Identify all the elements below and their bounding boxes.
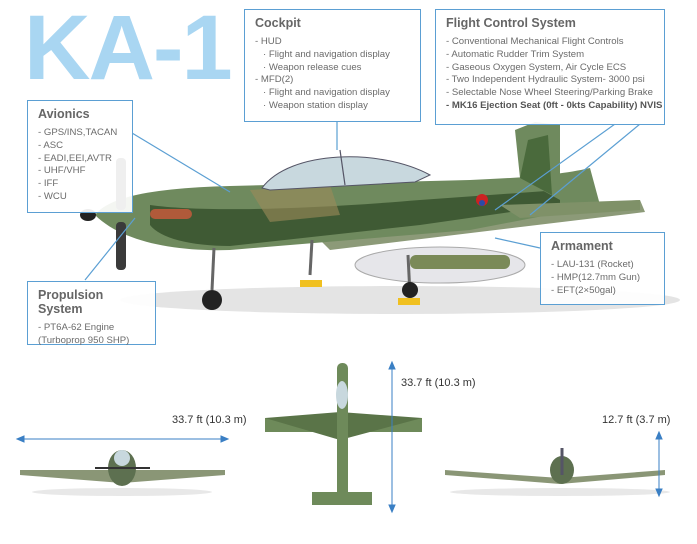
armament-heading: Armament	[551, 239, 613, 253]
list-item: · Weapon release cues	[263, 61, 362, 73]
armament-callout: Armament - LAU-131 (Rocket) - HMP(12.7mm…	[540, 232, 665, 305]
list-item: - ASC	[38, 139, 64, 151]
propulsion-heading: Propulsion System	[38, 288, 104, 316]
length-label: 33.7 ft (10.3 m)	[401, 377, 476, 389]
aircraft-title: KA-1	[24, 0, 233, 99]
list-item: · Weapon station display	[263, 99, 368, 111]
list-item: - PT6A-62 Engine	[38, 322, 115, 333]
list-item: (Turboprop 950 SHP)	[38, 334, 130, 346]
list-item: · Flight and navigation display	[263, 48, 390, 60]
cockpit-callout: Cockpit - HUD · Flight and navigation di…	[244, 9, 421, 122]
cockpit-heading: Cockpit	[255, 16, 301, 30]
wingspan-label: 33.7 ft (10.3 m)	[172, 414, 247, 426]
list-item: - HMP(12.7mm Gun)	[551, 271, 641, 283]
list-item: - Selectable Nose Wheel Steering/Parking…	[446, 87, 653, 99]
list-item: - HUD	[255, 36, 282, 47]
list-item: - WCU	[38, 190, 67, 202]
avionics-callout: Avionics - GPS/INS,TACAN - ASC - EADI,EE…	[27, 100, 133, 213]
list-item: - LAU-131 (Rocket)	[551, 259, 634, 270]
list-item: - Conventional Mechanical Flight Control…	[446, 36, 624, 47]
list-item: - Two Independent Hydraulic System- 3000…	[446, 74, 645, 86]
list-item: - EFT(2×50gal)	[551, 284, 616, 296]
list-item: - IFF	[38, 178, 59, 190]
flight-control-heading: Flight Control System	[446, 16, 576, 30]
list-item: - Automatic Rudder Trim System	[446, 48, 585, 60]
list-item: · Flight and navigation display	[263, 87, 390, 99]
height-label: 12.7 ft (3.7 m)	[602, 414, 671, 426]
list-item: - EADI,EEI,AVTR	[38, 152, 112, 164]
list-item: - GPS/INS,TACAN	[38, 127, 118, 138]
propulsion-callout: Propulsion System - PT6A-62 Engine (Turb…	[27, 281, 156, 346]
list-item: - UHF/VHF	[38, 165, 86, 177]
list-item: - Gaseous Oxygen System, Air Cycle ECS	[446, 61, 627, 73]
list-item: - MFD(2)	[255, 74, 294, 86]
flight-control-callout: Flight Control System - Conventional Mec…	[435, 9, 665, 125]
list-item: - MK16 Ejection Seat (0ft - 0kts Capabil…	[446, 99, 663, 111]
avionics-heading: Avionics	[38, 107, 90, 121]
